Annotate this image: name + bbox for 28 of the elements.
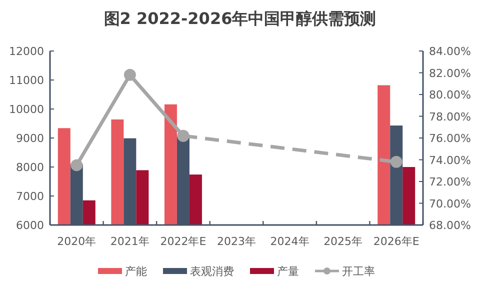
y-tick-label: 8000 — [16, 161, 44, 174]
y2-tick-label: 82.00% — [429, 66, 471, 80]
x-tick-label: 2020年 — [57, 235, 96, 248]
x-tick-label: 2023年 — [217, 235, 256, 248]
y2-tick-label: 68.00% — [429, 219, 471, 232]
legend-label: 产能 — [125, 265, 147, 278]
y-tick-label: 9000 — [16, 132, 44, 145]
legend-label: 开工率 — [342, 265, 375, 278]
x-tick-label: 2026年E — [373, 235, 420, 248]
y2-tick-label: 70.00% — [429, 197, 471, 210]
y2-tick-label: 84.00% — [429, 45, 471, 58]
y-tick-label: 11000 — [9, 74, 44, 87]
y2-tick-label: 76.00% — [429, 132, 471, 145]
y2-tick-label: 78.00% — [429, 110, 471, 124]
x-tick-label: 2025年 — [324, 235, 363, 248]
chart-title: 图2 2022-2026年中国甲醇供需预测 — [104, 9, 376, 28]
y-tick-label: 12000 — [9, 45, 44, 58]
x-tick-label: 2024年 — [270, 235, 310, 248]
legend-label: 产量 — [277, 265, 299, 278]
y2-tick-label: 72.00% — [429, 176, 471, 188]
y-tick-label: 6000 — [16, 219, 44, 232]
x-tick-label: 2021年 — [110, 235, 150, 248]
x-tick-label: 2022年E — [160, 235, 206, 248]
y-tick-label: 7000 — [16, 190, 44, 203]
y2-tick-label: 74.00% — [429, 154, 471, 167]
legend-label: 表观消费 — [190, 265, 234, 278]
y-tick-label: 10000 — [9, 103, 44, 116]
y2-tick-label: 80.00% — [429, 88, 471, 102]
